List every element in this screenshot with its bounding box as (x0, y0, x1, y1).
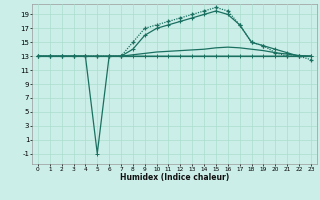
X-axis label: Humidex (Indice chaleur): Humidex (Indice chaleur) (120, 173, 229, 182)
